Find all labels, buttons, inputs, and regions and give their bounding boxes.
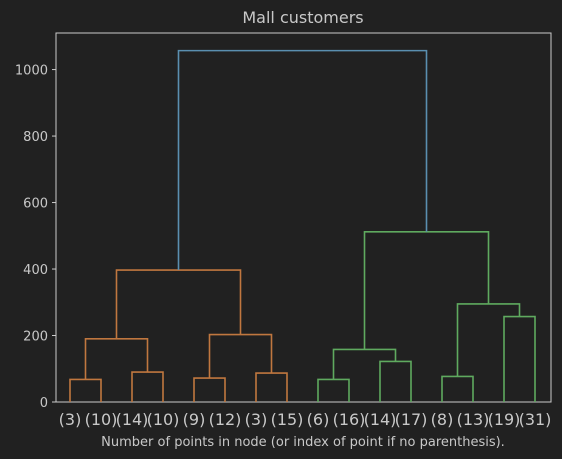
leaf-label: (8) bbox=[431, 410, 454, 429]
leaf-label: (15) bbox=[271, 410, 304, 429]
dendrogram-link bbox=[177, 49, 428, 271]
plot-area-frame bbox=[55, 32, 552, 403]
leaf-label: (3) bbox=[245, 410, 268, 429]
dendrogram-link bbox=[84, 338, 149, 380]
y-tick-label: 600 bbox=[23, 197, 48, 212]
leaf-label: (31) bbox=[519, 410, 552, 429]
dendrogram-link bbox=[379, 360, 412, 402]
y-tick-label: 1000 bbox=[15, 64, 48, 79]
dendrogram-link bbox=[131, 371, 164, 402]
dendrogram-links bbox=[69, 49, 536, 402]
y-tick-label: 400 bbox=[23, 263, 48, 278]
dendrogram-link bbox=[255, 372, 288, 402]
y-axis-ticks: 0 200 400 600 800 1000 bbox=[15, 64, 56, 411]
leaf-label: (19) bbox=[488, 410, 521, 429]
leaf-label: (17) bbox=[395, 410, 428, 429]
dendrogram-link bbox=[363, 230, 490, 350]
leaf-label: (6) bbox=[307, 410, 330, 429]
dendrogram-link bbox=[115, 269, 242, 339]
leaf-label: (16) bbox=[333, 410, 366, 429]
y-tick-label: 0 bbox=[40, 396, 48, 411]
chart-title: Mall customers bbox=[242, 8, 363, 27]
dendrogram-link bbox=[456, 303, 521, 377]
x-axis-label: Number of points in node (or index of po… bbox=[101, 435, 505, 450]
leaf-label: (9) bbox=[183, 410, 206, 429]
leaf-label: (13) bbox=[457, 410, 490, 429]
dendrogram-link bbox=[503, 315, 536, 402]
dendrogram-link bbox=[208, 333, 273, 379]
leaf-label: (3) bbox=[59, 410, 82, 429]
leaf-label: (10) bbox=[147, 410, 180, 429]
dendrogram-link bbox=[332, 348, 397, 380]
dendrogram-link bbox=[441, 375, 474, 402]
leaf-label: (14) bbox=[116, 410, 149, 429]
leaf-label: (10) bbox=[85, 410, 118, 429]
y-tick-label: 800 bbox=[23, 130, 48, 145]
dendrogram-link bbox=[193, 377, 226, 402]
leaf-label: (12) bbox=[209, 410, 242, 429]
dendrogram-link bbox=[69, 378, 102, 402]
dendrogram-link bbox=[317, 378, 350, 402]
leaf-labels: (3) (10)(14)(10) (9) (12) (3) (15) (6) (16)(14)… bbox=[59, 410, 552, 429]
y-tick-label: 200 bbox=[23, 330, 48, 345]
leaf-label: (14) bbox=[364, 410, 397, 429]
